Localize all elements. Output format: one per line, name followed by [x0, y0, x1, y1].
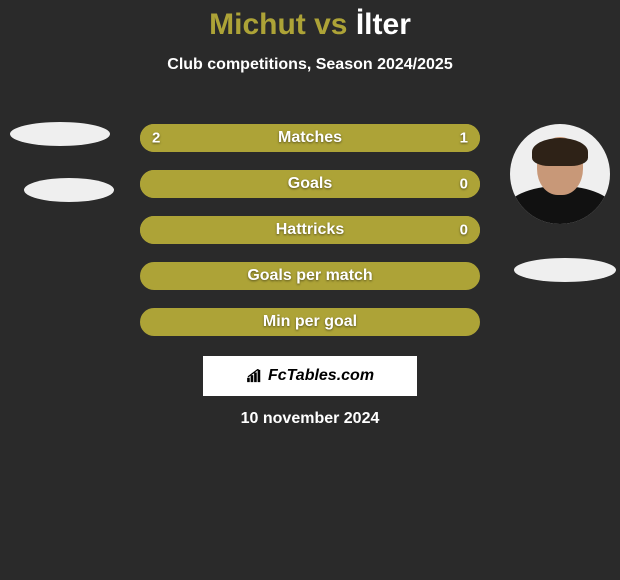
row-label: Goals: [140, 175, 480, 193]
value-right: 1: [460, 130, 468, 147]
watermark: FcTables.com: [203, 356, 417, 396]
subtitle: Club competitions, Season 2024/2025: [0, 56, 620, 74]
title-vs: vs: [314, 8, 347, 41]
watermark-text: FcTables.com: [268, 367, 374, 385]
row-label: Hattricks: [140, 221, 480, 239]
value-right: 0: [460, 222, 468, 239]
date-text: 10 november 2024: [0, 410, 620, 428]
row-label: Min per goal: [140, 313, 480, 331]
title-player1: Michut: [209, 8, 306, 41]
chart-row-hattricks: Hattricks 0: [140, 216, 480, 244]
avatar-left-shadow-2: [24, 178, 114, 202]
page-title: Michut vs İlter: [0, 0, 620, 42]
title-player2: İlter: [356, 8, 411, 41]
avatar-hair: [532, 138, 588, 166]
value-right: 0: [460, 176, 468, 193]
chart-row-matches: 2 Matches 1: [140, 124, 480, 152]
avatar-right-shadow: [514, 258, 616, 282]
row-label: Matches: [140, 129, 480, 147]
chart-row-min-per-goal: Min per goal: [140, 308, 480, 336]
chart-row-goals-per-match: Goals per match: [140, 262, 480, 290]
comparison-chart: 2 Matches 1 Goals 0 Hattricks 0 Goals pe…: [140, 124, 480, 354]
chart-row-goals: Goals 0: [140, 170, 480, 198]
avatar-left-shadow: [10, 122, 110, 146]
player2-avatar: [510, 124, 610, 224]
bar-chart-icon: [246, 369, 264, 383]
row-label: Goals per match: [140, 267, 480, 285]
